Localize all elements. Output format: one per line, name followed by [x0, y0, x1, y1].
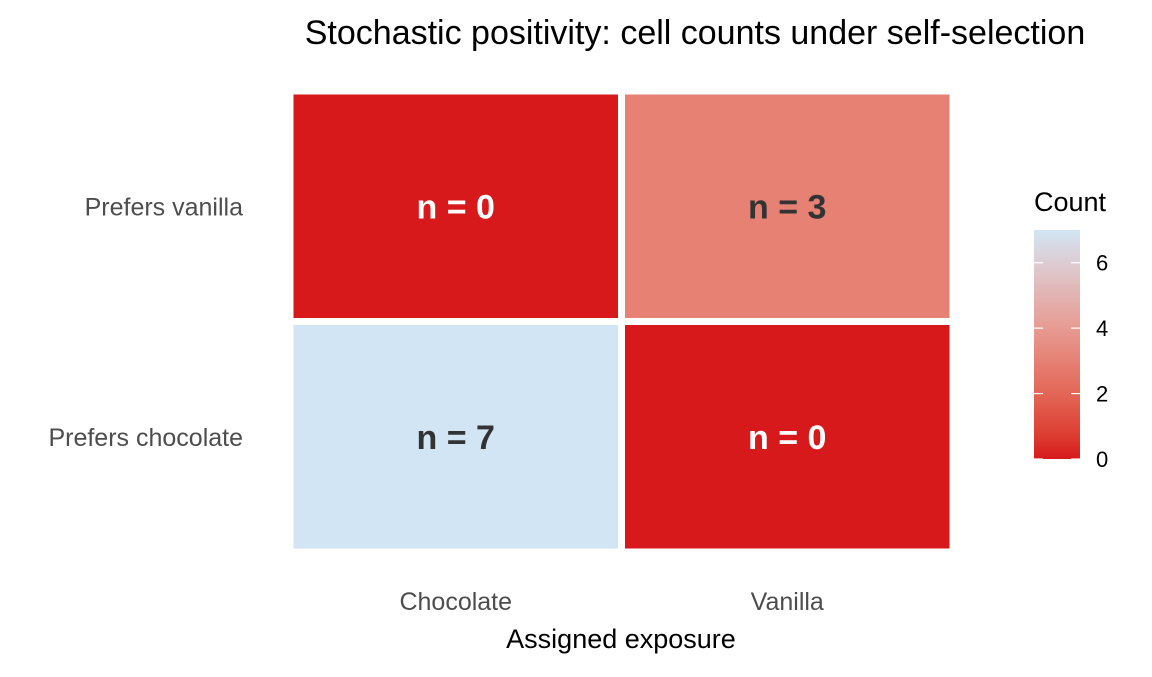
y-axis-labels: Prefers chocolate Prefers vanilla: [48, 193, 243, 452]
cell-label: n = 0: [417, 188, 495, 226]
legend-tick-label: 0: [1096, 447, 1108, 472]
legend-tick-label: 6: [1096, 251, 1108, 276]
cell-label: n = 0: [748, 419, 826, 457]
x-tick-label: Chocolate: [399, 588, 512, 616]
legend-ticks: 0 2 4 6: [1034, 251, 1108, 472]
legend-title: Count: [1034, 187, 1107, 217]
heatmap-cell: [293, 325, 618, 549]
x-tick-label: Vanilla: [751, 588, 824, 616]
legend: Count 0 2 4 6: [1034, 187, 1108, 472]
chart-title: Stochastic positivity: cell counts under…: [305, 14, 1085, 52]
heatmap-cell: [625, 325, 950, 549]
heatmap-cell: [625, 94, 950, 318]
tiles-group: n = 0 n = 3 n = 7 n = 0: [293, 94, 950, 549]
y-tick-label: Prefers vanilla: [85, 193, 243, 221]
cell-label: n = 3: [748, 188, 826, 226]
y-tick-label: Prefers chocolate: [48, 424, 243, 452]
heatmap-cell: [293, 94, 618, 318]
cell-label: n = 7: [417, 419, 495, 457]
x-axis-title: Assigned exposure: [506, 624, 736, 654]
x-axis-labels: Chocolate Vanilla: [399, 588, 823, 616]
legend-colorbar: [1034, 230, 1080, 459]
legend-tick-label: 2: [1096, 382, 1108, 407]
legend-tick-label: 4: [1096, 316, 1108, 341]
